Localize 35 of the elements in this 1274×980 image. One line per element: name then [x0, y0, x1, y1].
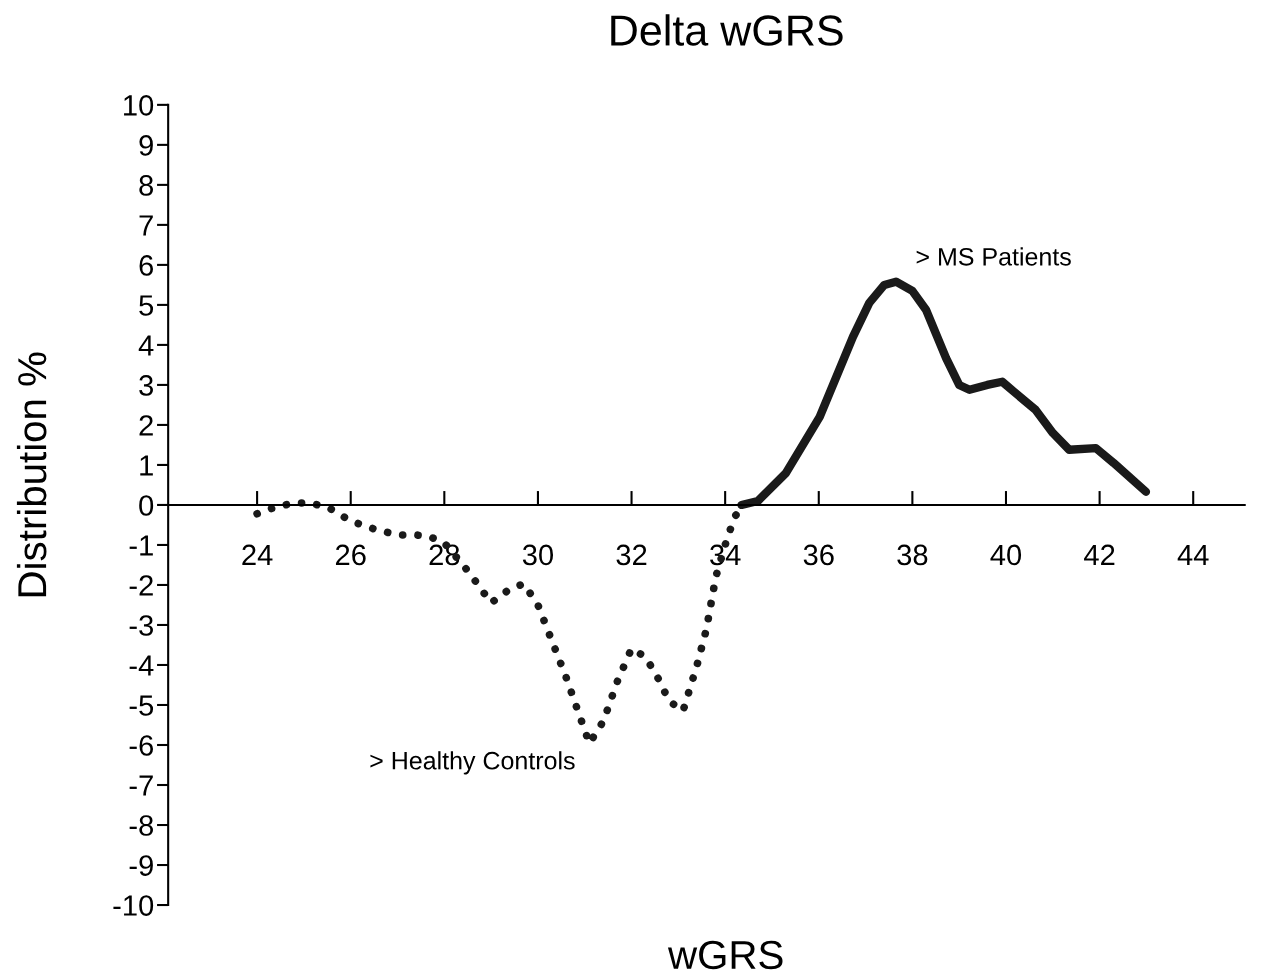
x-tick-label: 38 [897, 544, 928, 566]
x-tick-label: 24 [242, 544, 273, 565]
x-tick-label: 26 [335, 544, 366, 566]
x-tick-label: 44 [1177, 544, 1209, 565]
y-tick-label: 4 [138, 335, 154, 356]
y-tick-label: 0 [139, 495, 154, 516]
y-tick-label: -7 [129, 775, 153, 796]
x-axis-title: wGRS [667, 940, 783, 970]
y-tick-label: -3 [129, 615, 153, 636]
x-tick-label: 30 [522, 544, 554, 566]
y-tick-label: 1 [140, 455, 153, 476]
y-tick-label: -9 [129, 855, 153, 876]
y-tick-label: -4 [129, 655, 154, 676]
y-tick-label: 2 [139, 415, 153, 436]
y-tick-label: 9 [139, 135, 153, 156]
x-tick-label: 36 [803, 544, 834, 566]
y-tick-label: -1 [129, 535, 153, 556]
y-tick-label: -2 [129, 575, 153, 596]
chart-title: Delta wGRS [611, 14, 843, 46]
y-tick-label: 6 [139, 255, 153, 276]
y-tick-label: 8 [139, 175, 154, 196]
y-tick-label: 3 [139, 375, 153, 396]
x-tick-label: 42 [1084, 544, 1115, 565]
y-tick-label: 7 [139, 215, 153, 236]
y-tick-label: -10 [113, 895, 154, 916]
x-tick-label: 40 [990, 544, 1022, 566]
y-tick-label: -6 [129, 735, 153, 756]
y-tick-label: -5 [129, 695, 154, 716]
y-axis-title: Distribution % [16, 352, 47, 597]
y-tick-label: -8 [129, 815, 154, 836]
series-label: > MS Patients [916, 247, 1071, 266]
x-tick-label: 32 [616, 544, 647, 566]
y-tick-label: 10 [124, 95, 154, 116]
y-tick-label: 5 [139, 295, 154, 316]
series-label: > Healthy Controls [370, 751, 575, 775]
